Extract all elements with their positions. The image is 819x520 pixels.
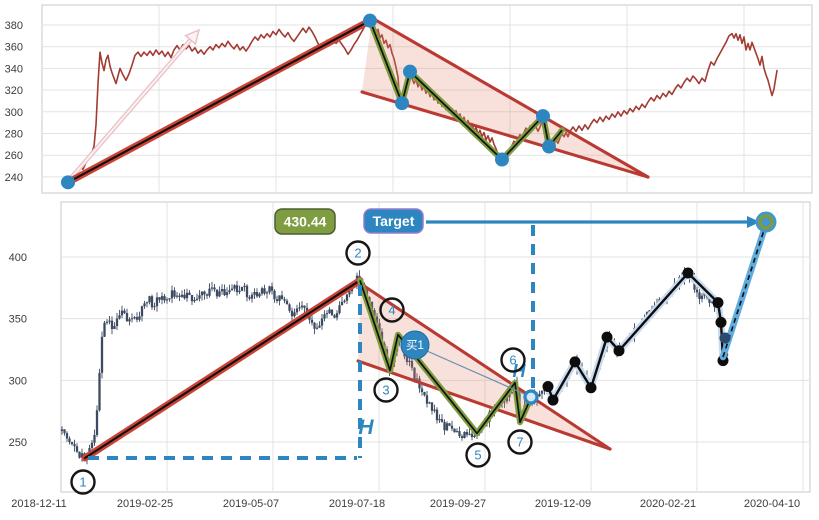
wave-label-3[interactable]: 3 [373, 377, 399, 403]
top-y-tick-label: 280 [5, 129, 23, 141]
top-swing-point-dot[interactable] [536, 109, 550, 124]
top-y-tick-label: 240 [5, 172, 23, 184]
bottom-trend-line-core [83, 279, 362, 460]
top-panel: 380 360 340 320 300 280 260 240 [5, 4, 813, 194]
swing-path-dot[interactable] [715, 316, 727, 328]
wave-label-ring-1[interactable] [70, 469, 96, 495]
wave-label-1[interactable]: 1 [70, 469, 96, 495]
x-axis-date-label: 2019-07-18 [329, 498, 385, 510]
buy-point-ring-dot[interactable] [523, 389, 539, 405]
x-axis-date-label: 2019-09-27 [430, 498, 486, 510]
target-arrow-head [747, 216, 760, 228]
top-swing-point-dot[interactable] [363, 13, 377, 28]
bottom-wedge-lower-line[interactable] [356, 359, 612, 451]
wave-label-ring-4[interactable] [379, 297, 405, 323]
swing-path-dot[interactable] [613, 345, 625, 357]
x-axis-date-label: 2019-12-09 [535, 498, 591, 510]
top-y-tick-label: 360 [5, 42, 23, 54]
wave-label-number-5: 5 [474, 448, 481, 463]
top-y-tick-label: 380 [5, 20, 23, 32]
wave-label-ring-2[interactable] [345, 240, 371, 266]
top-wedge-lower-line[interactable] [360, 90, 650, 179]
top-y-tick-label: 300 [5, 107, 23, 119]
swing-path-dot[interactable] [547, 394, 559, 406]
top-swing-point-dot[interactable] [495, 152, 509, 167]
projection-line[interactable] [719, 220, 770, 361]
bottom-y-tick-label: 300 [9, 375, 27, 387]
swing-path-dot[interactable] [542, 380, 554, 392]
wave-label-number-1: 1 [79, 475, 86, 490]
top-y-tick-label: 260 [5, 150, 23, 162]
bottom-y-tick-label: 250 [9, 437, 27, 449]
target-point-olive-ring [758, 214, 774, 230]
wave-label-4[interactable]: 4 [379, 297, 405, 323]
wave-label-number-7: 7 [516, 435, 523, 450]
swing-path-dot[interactable] [585, 382, 597, 394]
buy-leader-line [426, 350, 530, 397]
top-swing-point-dot[interactable] [403, 64, 417, 79]
top-swing-point-dot[interactable] [542, 139, 556, 154]
top-swing-point-dot[interactable] [395, 96, 409, 111]
target-label-text: Target [373, 213, 415, 229]
wave-label-6[interactable]: 6 [500, 347, 526, 373]
bottom-zigzag-core [359, 280, 532, 435]
x-axis-date-label: 2018-12-11 [11, 498, 66, 510]
wave-label-number-6: 6 [509, 353, 516, 368]
wave-label-number-4: 4 [388, 303, 395, 318]
wave-label-number-3: 3 [382, 383, 389, 398]
swing-path-line [546, 271, 725, 402]
swing-path-dot[interactable] [682, 267, 694, 279]
wave-label-ring-6[interactable] [500, 347, 526, 373]
x-axis-date-label: 2020-02-21 [640, 498, 696, 510]
target-label-box[interactable] [363, 208, 424, 234]
pink-arrow-head [184, 28, 201, 46]
swing-path-dot[interactable] [712, 297, 724, 309]
swing-path-dot[interactable] [601, 331, 613, 343]
pink-arrow-shaft-inner [70, 39, 192, 179]
top-trend-line-core [66, 19, 372, 184]
top-wedge-upper-line[interactable] [370, 16, 650, 179]
top-y-tick-label: 340 [5, 63, 23, 75]
wave-label-2[interactable]: 2 [345, 240, 371, 266]
top-y-tick-label: 320 [5, 85, 23, 97]
height-h-label-1: H [358, 416, 374, 439]
projection-navy-dot [719, 332, 731, 344]
buy-badge-circle[interactable] [400, 330, 430, 360]
top-panel-border [41, 4, 813, 194]
bottom-panel: 400 350 300 250 2018-12-11 2019-02-25 2019-05-… [9, 201, 811, 510]
top-swing-point-dot[interactable] [61, 175, 75, 190]
swing-path-dot[interactable] [569, 356, 581, 368]
wave-label-7[interactable]: 7 [507, 429, 533, 455]
wave-label-ring-7[interactable] [507, 429, 533, 455]
bottom-y-tick-label: 350 [9, 314, 27, 326]
price-target-value-text: 430.44 [284, 214, 327, 230]
wave-label-number-2: 2 [354, 246, 361, 261]
wave-label-ring-3[interactable] [373, 377, 399, 403]
x-axis-date-label: 2019-02-25 [117, 498, 173, 510]
bottom-y-tick-label: 400 [9, 252, 27, 264]
bottom-panel-border [60, 201, 811, 493]
price-target-value-box[interactable] [274, 208, 336, 235]
buy-badge-text: 买1 [406, 339, 424, 352]
x-axis-date-label: 2019-05-07 [223, 498, 279, 510]
wave-label-ring-5[interactable] [465, 442, 491, 468]
x-axis-date-label: 2020-04-10 [744, 498, 800, 510]
wave-label-5[interactable]: 5 [465, 442, 491, 468]
